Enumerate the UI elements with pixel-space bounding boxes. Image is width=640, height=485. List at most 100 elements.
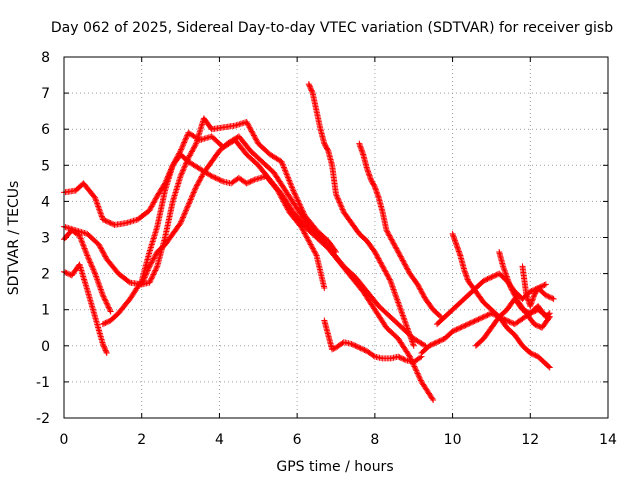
data-point <box>395 300 402 307</box>
data-point <box>184 203 191 210</box>
data-point <box>333 191 339 198</box>
data-point <box>150 255 157 262</box>
data-point <box>485 311 492 318</box>
data-point <box>418 287 425 294</box>
data-point <box>531 321 538 328</box>
data-point <box>176 149 183 156</box>
data-point <box>508 286 515 293</box>
data-point <box>381 267 388 274</box>
data-point <box>182 162 189 169</box>
data-point <box>78 236 85 243</box>
series-track-d <box>61 261 110 357</box>
data-point <box>187 197 194 204</box>
data-point <box>195 178 202 185</box>
data-point <box>340 207 347 214</box>
data-point <box>544 292 551 299</box>
data-point <box>79 239 86 246</box>
data-point <box>417 376 424 383</box>
data-point <box>382 268 389 275</box>
data-point <box>306 238 313 245</box>
data-point <box>304 236 311 243</box>
data-point <box>376 258 383 265</box>
data-point <box>76 232 83 239</box>
data-point <box>172 157 179 164</box>
data-point <box>98 289 105 296</box>
data-point <box>279 160 286 167</box>
data-point <box>399 311 406 318</box>
data-point <box>472 317 479 324</box>
data-point <box>379 263 386 270</box>
data-point <box>80 242 87 249</box>
data-point <box>87 259 94 266</box>
data-point <box>371 182 378 189</box>
data-point <box>335 196 342 203</box>
data-point <box>429 395 436 402</box>
data-point <box>392 292 399 299</box>
data-point <box>506 282 513 289</box>
data-point <box>97 286 104 293</box>
data-point <box>101 296 108 303</box>
data-point <box>311 248 318 255</box>
data-point <box>190 145 197 152</box>
data-point <box>383 271 390 278</box>
data-point <box>92 270 99 277</box>
data-point <box>507 319 514 326</box>
data-point <box>181 211 188 218</box>
data-point <box>385 231 392 238</box>
data-point <box>101 294 108 301</box>
data-point <box>177 147 184 154</box>
data-point <box>195 180 202 187</box>
chart-title: Day 062 of 2025, Sidereal Day-to-day VTE… <box>51 20 613 36</box>
data-point <box>178 170 185 177</box>
data-point <box>412 366 419 373</box>
data-point <box>177 173 184 180</box>
plot-frame <box>63 56 609 419</box>
data-point <box>532 321 539 328</box>
data-point <box>98 246 105 253</box>
data-point <box>86 256 93 263</box>
data-point <box>310 247 317 254</box>
data-point <box>185 202 192 209</box>
series-track-k <box>434 270 557 328</box>
data-point <box>301 230 308 237</box>
data-point <box>411 363 418 370</box>
data-point <box>179 143 186 150</box>
data-point <box>436 312 443 319</box>
data-point <box>253 137 260 144</box>
data-point <box>243 180 250 187</box>
data-point <box>399 312 406 319</box>
data-point <box>83 249 90 256</box>
data-point <box>98 287 105 294</box>
data-point <box>143 270 150 277</box>
data-point <box>548 294 555 301</box>
data-point <box>409 338 416 345</box>
data-point <box>330 345 337 352</box>
data-point <box>397 306 404 313</box>
data-point <box>409 339 416 346</box>
data-point <box>415 282 422 289</box>
data-point <box>152 266 159 273</box>
data-point <box>491 273 498 280</box>
data-point <box>471 318 478 325</box>
data-point <box>149 274 156 281</box>
data-point <box>512 292 519 299</box>
data-point <box>151 270 158 277</box>
data-point <box>396 252 403 259</box>
data-point <box>189 192 196 199</box>
data-point <box>207 172 214 179</box>
data-point <box>538 283 545 290</box>
data-point <box>99 290 106 297</box>
data-point <box>89 263 96 270</box>
data-point <box>97 209 104 216</box>
data-point <box>403 264 410 271</box>
data-point <box>288 183 295 190</box>
data-point <box>303 234 310 241</box>
data-point <box>492 272 499 279</box>
data-point <box>246 124 253 131</box>
data-point <box>537 283 544 290</box>
data-point <box>300 227 307 234</box>
data-point <box>182 135 189 142</box>
data-point <box>427 342 434 349</box>
data-point <box>179 168 186 175</box>
data-point <box>100 342 107 349</box>
